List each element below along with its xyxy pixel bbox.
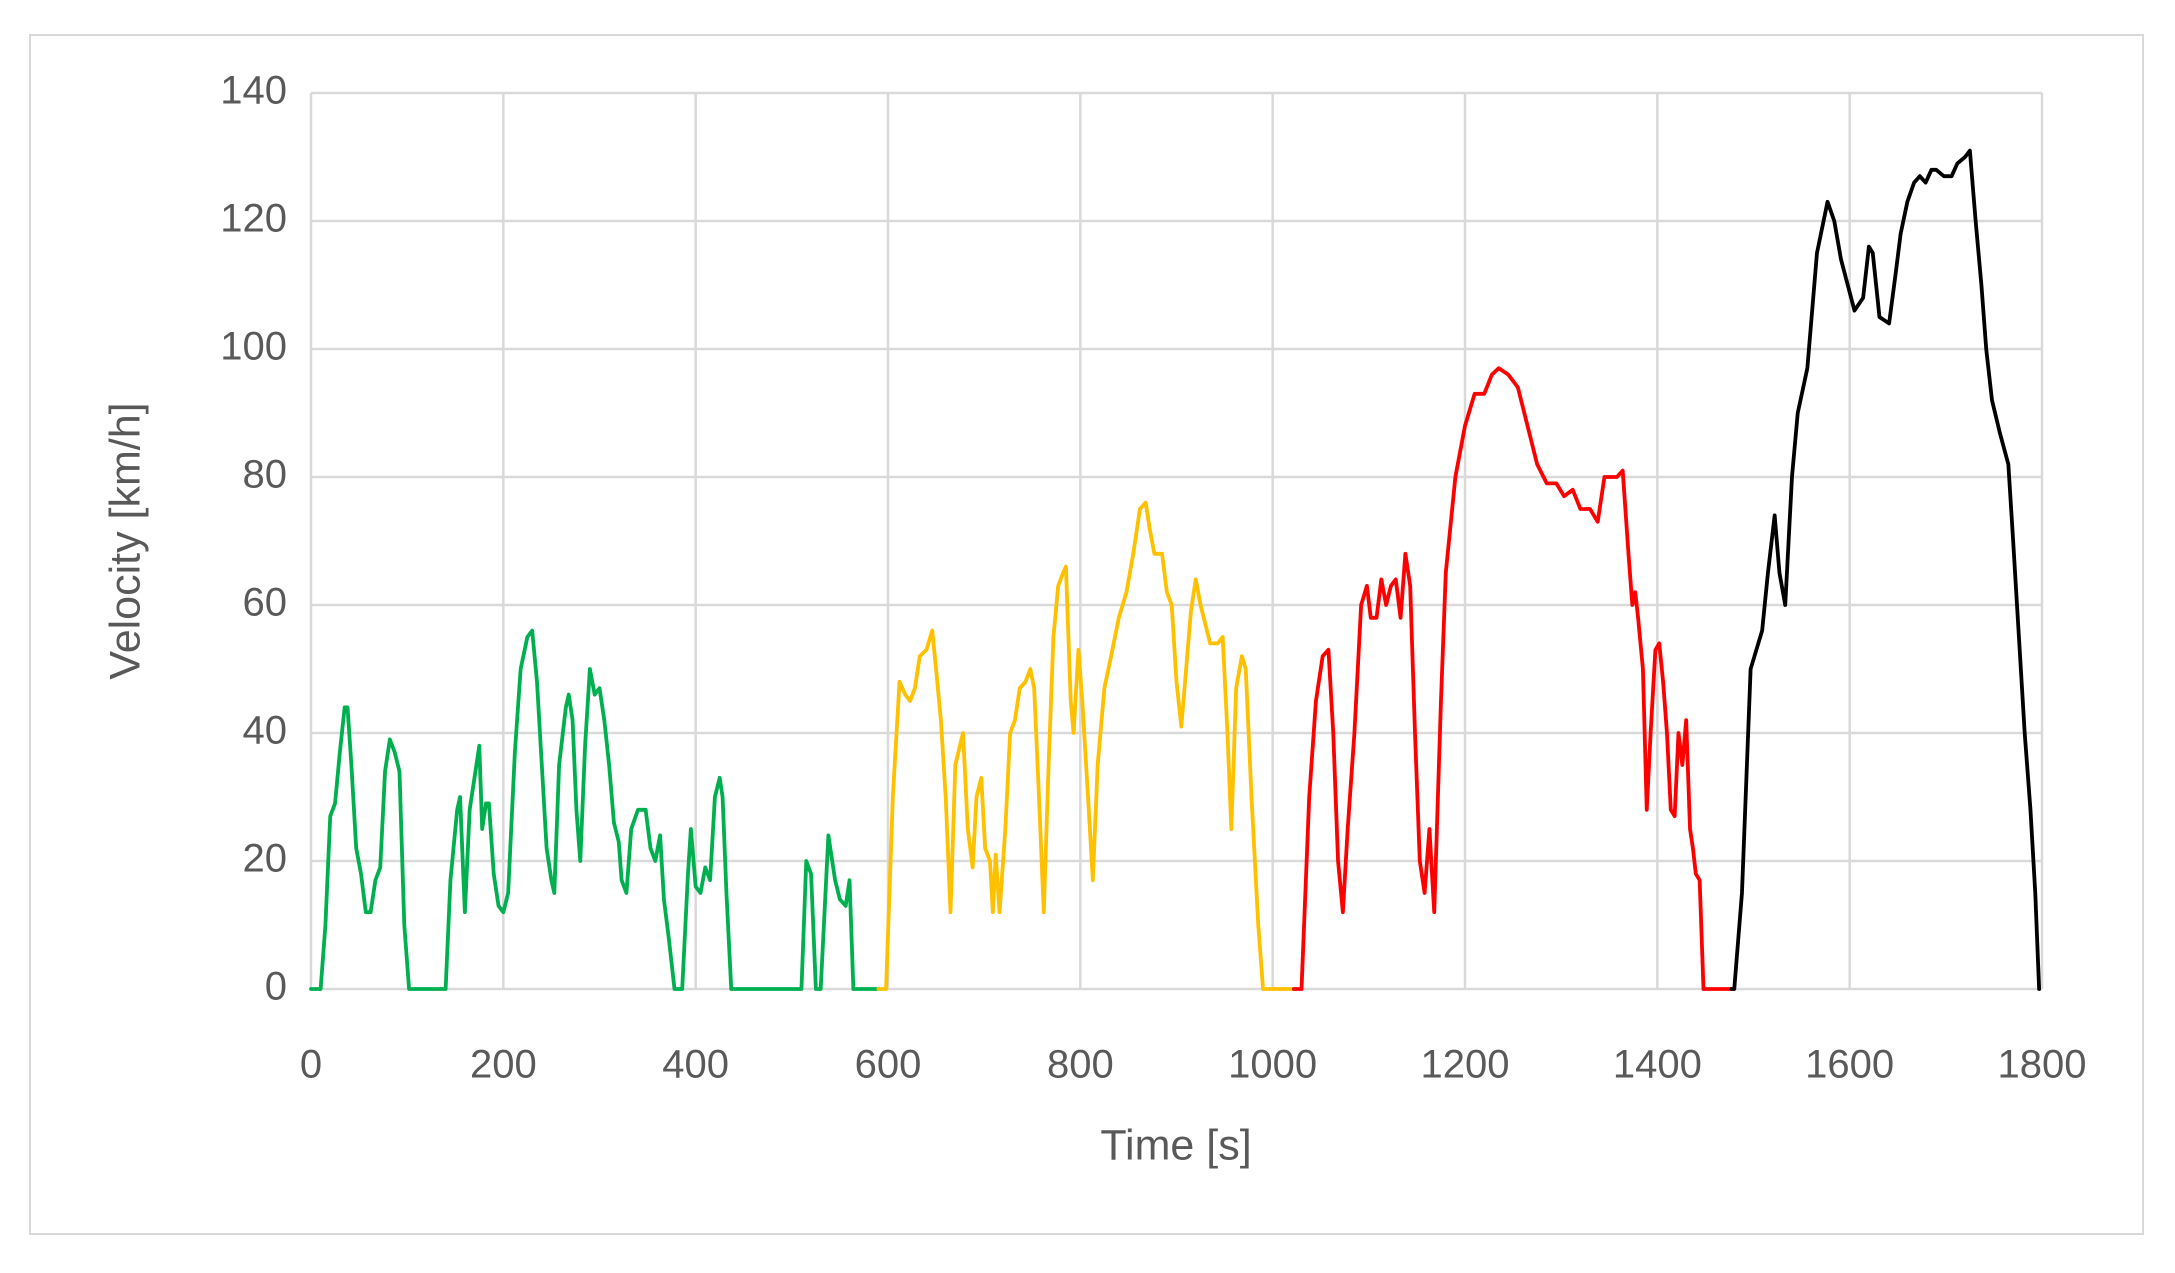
x-tick-label: 1800 <box>1998 1043 2087 1087</box>
chart-border <box>29 34 2144 1235</box>
x-tick-label: 1600 <box>1805 1043 1894 1087</box>
y-tick-label: 140 <box>220 69 287 113</box>
series-line <box>1291 366 1734 991</box>
plot-lines <box>309 148 2042 991</box>
y-tick-label: 40 <box>243 709 288 753</box>
x-tick-label: 1000 <box>1228 1043 1317 1087</box>
y-tick-label: 60 <box>243 581 288 625</box>
series-line <box>309 628 881 991</box>
x-tick-label: 200 <box>470 1043 537 1087</box>
series-line <box>1729 148 2042 991</box>
x-tick-label: 800 <box>1047 1043 1114 1087</box>
x-tick-label: 1400 <box>1613 1043 1702 1087</box>
x-tick-label: 1200 <box>1421 1043 1510 1087</box>
y-tick-label: 100 <box>220 325 287 369</box>
y-tick-label: 0 <box>265 965 287 1009</box>
y-tick-label: 80 <box>243 453 288 497</box>
y-axis-title: Velocity [km/h] <box>101 402 149 679</box>
grid <box>309 91 2044 991</box>
x-tick-label: 600 <box>855 1043 922 1087</box>
x-tick-label: 0 <box>300 1043 322 1087</box>
y-tick-label: 20 <box>243 837 288 881</box>
y-tick-label: 120 <box>220 197 287 241</box>
series-line <box>876 500 1296 991</box>
x-tick-label: 400 <box>662 1043 729 1087</box>
x-axis-title: Time [s] <box>1100 1121 1251 1169</box>
